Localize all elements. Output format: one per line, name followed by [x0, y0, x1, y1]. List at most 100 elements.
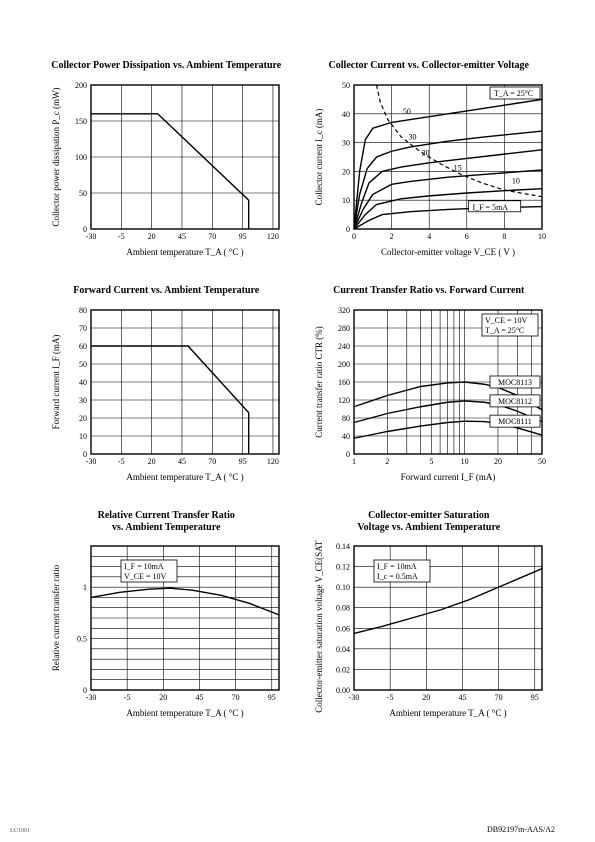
svg-text:30: 30 [79, 396, 87, 405]
svg-text:150: 150 [75, 117, 87, 126]
svg-text:I_F = 5mA: I_F = 5mA [472, 203, 508, 212]
svg-text:95: 95 [239, 232, 247, 241]
svg-text:-30: -30 [86, 693, 97, 702]
svg-text:10: 10 [538, 232, 546, 241]
svg-text:70: 70 [232, 693, 240, 702]
chart-power-dissipation: Collector Power Dissipation vs. Ambient … [40, 60, 293, 269]
svg-text:Collector-emitter saturation v: Collector-emitter saturation voltage V_C… [314, 540, 324, 713]
chart-svg: Ambient temperature T_A ( °C ) Forward cu… [41, 304, 291, 494]
svg-text:0: 0 [83, 450, 87, 459]
svg-text:T_A = 25°C: T_A = 25°C [494, 89, 533, 98]
svg-text:95: 95 [531, 693, 539, 702]
chart-title: Collector Current vs. Collector-emitter … [329, 60, 529, 73]
title-line-1: Relative Current Transfer Ratio [98, 510, 235, 521]
svg-text:80: 80 [79, 306, 87, 315]
svg-text:70: 70 [209, 232, 217, 241]
svg-text:MOC8111: MOC8111 [498, 417, 532, 426]
svg-text:10: 10 [512, 176, 520, 185]
title-line-2: vs. Ambient Temperature [112, 522, 220, 533]
chart-svg: Collector-emitter voltage V_CE ( V ) Coll… [304, 79, 554, 269]
svg-text:320: 320 [338, 306, 350, 315]
page-grid: Collector Power Dissipation vs. Ambient … [0, 0, 595, 750]
svg-text:80: 80 [342, 414, 350, 423]
svg-text:T_A = 25°C: T_A = 25°C [485, 326, 524, 335]
chart-ic-vce: Collector Current vs. Collector-emitter … [303, 60, 556, 269]
svg-text:20: 20 [148, 457, 156, 466]
svg-text:200: 200 [338, 360, 350, 369]
title-line-2: Voltage vs. Ambient Temperature [357, 522, 500, 533]
svg-text:Collector-emitter voltage V_CE: Collector-emitter voltage V_CE ( V ) [381, 247, 515, 257]
footer-right: DB92197m-AAS/A2 [487, 825, 555, 834]
svg-text:20: 20 [342, 167, 350, 176]
svg-text:0: 0 [346, 450, 350, 459]
svg-text:6: 6 [465, 232, 469, 241]
svg-text:0.14: 0.14 [336, 542, 350, 551]
svg-text:1: 1 [83, 583, 87, 592]
svg-text:Ambient temperature T_A ( °C ): Ambient temperature T_A ( °C ) [127, 472, 244, 482]
svg-text:20: 20 [422, 693, 430, 702]
svg-text:-30: -30 [348, 693, 359, 702]
svg-text:0.06: 0.06 [336, 624, 350, 633]
svg-text:0: 0 [346, 225, 350, 234]
svg-text:10: 10 [460, 457, 468, 466]
svg-text:95: 95 [239, 457, 247, 466]
svg-text:-30: -30 [86, 232, 97, 241]
chart-title: Collector-emitter Saturation Voltage vs.… [357, 510, 500, 534]
svg-text:95: 95 [268, 693, 276, 702]
svg-text:0: 0 [352, 232, 356, 241]
svg-text:0.08: 0.08 [336, 604, 350, 613]
chart-title: Relative Current Transfer Ratio vs. Ambi… [98, 510, 235, 534]
svg-text:Collector current I_c (mA): Collector current I_c (mA) [314, 109, 324, 206]
svg-text:100: 100 [75, 153, 87, 162]
svg-text:V_CE = 10V: V_CE = 10V [124, 572, 167, 581]
svg-text:40: 40 [79, 378, 87, 387]
svg-text:20: 20 [148, 232, 156, 241]
chart-title: Collector Power Dissipation vs. Ambient … [51, 60, 281, 73]
svg-text:0: 0 [83, 686, 87, 695]
svg-text:1: 1 [352, 457, 356, 466]
svg-text:0.5: 0.5 [77, 635, 87, 644]
svg-text:45: 45 [178, 232, 186, 241]
svg-text:0.10: 0.10 [336, 583, 350, 592]
svg-text:40: 40 [342, 432, 350, 441]
chart-svg: Ambient temperature T_A ( °C )Collector … [41, 79, 291, 269]
svg-text:2: 2 [385, 457, 389, 466]
svg-text:I_c = 0.5mA: I_c = 0.5mA [377, 572, 418, 581]
svg-text:4: 4 [427, 232, 431, 241]
svg-text:0.02: 0.02 [336, 665, 350, 674]
svg-text:0: 0 [83, 225, 87, 234]
svg-text:I_F = 10mA: I_F = 10mA [124, 562, 164, 571]
svg-text:-5: -5 [124, 693, 131, 702]
chart-svg: Forward current I_F (mA)Current transfer… [304, 304, 554, 494]
svg-text:120: 120 [338, 396, 350, 405]
svg-text:15: 15 [453, 164, 461, 173]
chart-vcesat-temp: Collector-emitter Saturation Voltage vs.… [303, 510, 556, 730]
svg-text:-5: -5 [387, 693, 394, 702]
svg-text:Relative current transfer rati: Relative current transfer ratio [51, 564, 61, 671]
svg-text:240: 240 [338, 342, 350, 351]
svg-text:I_F = 10mA: I_F = 10mA [377, 562, 417, 571]
svg-text:2: 2 [389, 232, 393, 241]
svg-text:30: 30 [342, 139, 350, 148]
chart-ctr-if: Current Transfer Ratio vs. Forward Curre… [303, 285, 556, 494]
svg-text:70: 70 [494, 693, 502, 702]
svg-text:50: 50 [79, 360, 87, 369]
svg-text:70: 70 [79, 324, 87, 333]
svg-text:70: 70 [209, 457, 217, 466]
svg-text:-5: -5 [118, 232, 125, 241]
svg-text:Ambient temperature T_A ( °C ): Ambient temperature T_A ( °C ) [127, 708, 244, 718]
svg-text:60: 60 [79, 342, 87, 351]
svg-text:-30: -30 [86, 457, 97, 466]
chart-title: Current Transfer Ratio vs. Forward Curre… [333, 285, 524, 298]
chart-svg: Ambient temperature T_A ( °C ) Relative c… [41, 540, 291, 730]
footer-left: LU1001 [10, 828, 30, 834]
svg-text:Forward current I_F (mA): Forward current I_F (mA) [51, 335, 61, 430]
svg-text:50: 50 [538, 457, 546, 466]
svg-text:10: 10 [342, 196, 350, 205]
svg-text:5: 5 [429, 457, 433, 466]
chart-svg: Ambient temperature T_A ( °C ) Collector-… [304, 540, 554, 730]
svg-text:Ambient temperature T_A ( °C ): Ambient temperature T_A ( °C ) [389, 708, 506, 718]
chart-rel-ctr-temp: Relative Current Transfer Ratio vs. Ambi… [40, 510, 293, 730]
chart-if-temp: Forward Current vs. Ambient Temperature … [40, 285, 293, 494]
svg-text:20: 20 [421, 149, 429, 158]
